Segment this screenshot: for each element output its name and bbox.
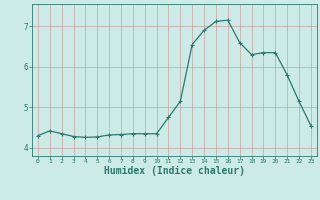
X-axis label: Humidex (Indice chaleur): Humidex (Indice chaleur) (104, 166, 245, 176)
